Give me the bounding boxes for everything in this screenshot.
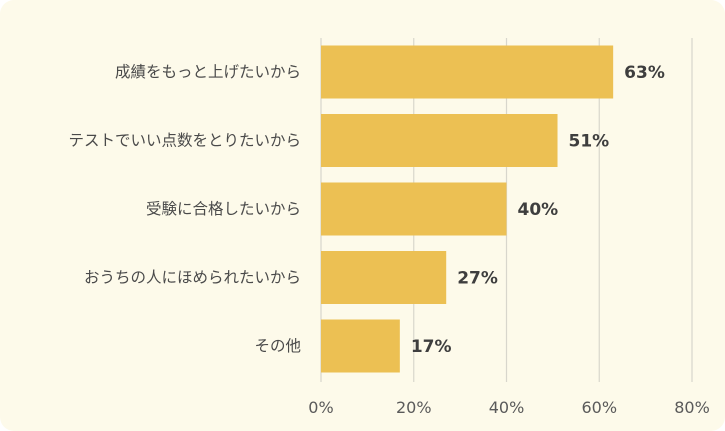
value-label: 51% [569,132,610,152]
category-label: 成績をもっと上げたいから [115,63,301,81]
bar [321,45,614,99]
bar [321,114,558,167]
x-tick-label: 0% [308,398,333,417]
x-tick-label: 80% [674,398,710,417]
value-label: 27% [457,269,498,289]
value-label: 63% [624,63,665,83]
category-label: その他 [254,337,301,355]
category-label: おうちの人にほめられたいから [84,269,301,287]
x-tick-label: 60% [581,398,617,417]
value-label: 17% [411,337,452,357]
category-label: 受験に合格したいから [146,200,301,218]
value-label: 40% [518,200,559,220]
bars [321,45,614,373]
bar [321,319,400,373]
bar [321,182,507,236]
x-tick-label: 40% [489,398,525,417]
bar [321,251,447,304]
labels: 0% 20% 40% 60% 80% 成績をもっと上げたいから 63% テストでいい点数をとり… [68,63,709,417]
x-tick-label: 20% [396,398,432,417]
category-label: テストでいい点数をとりたいから [68,132,301,150]
